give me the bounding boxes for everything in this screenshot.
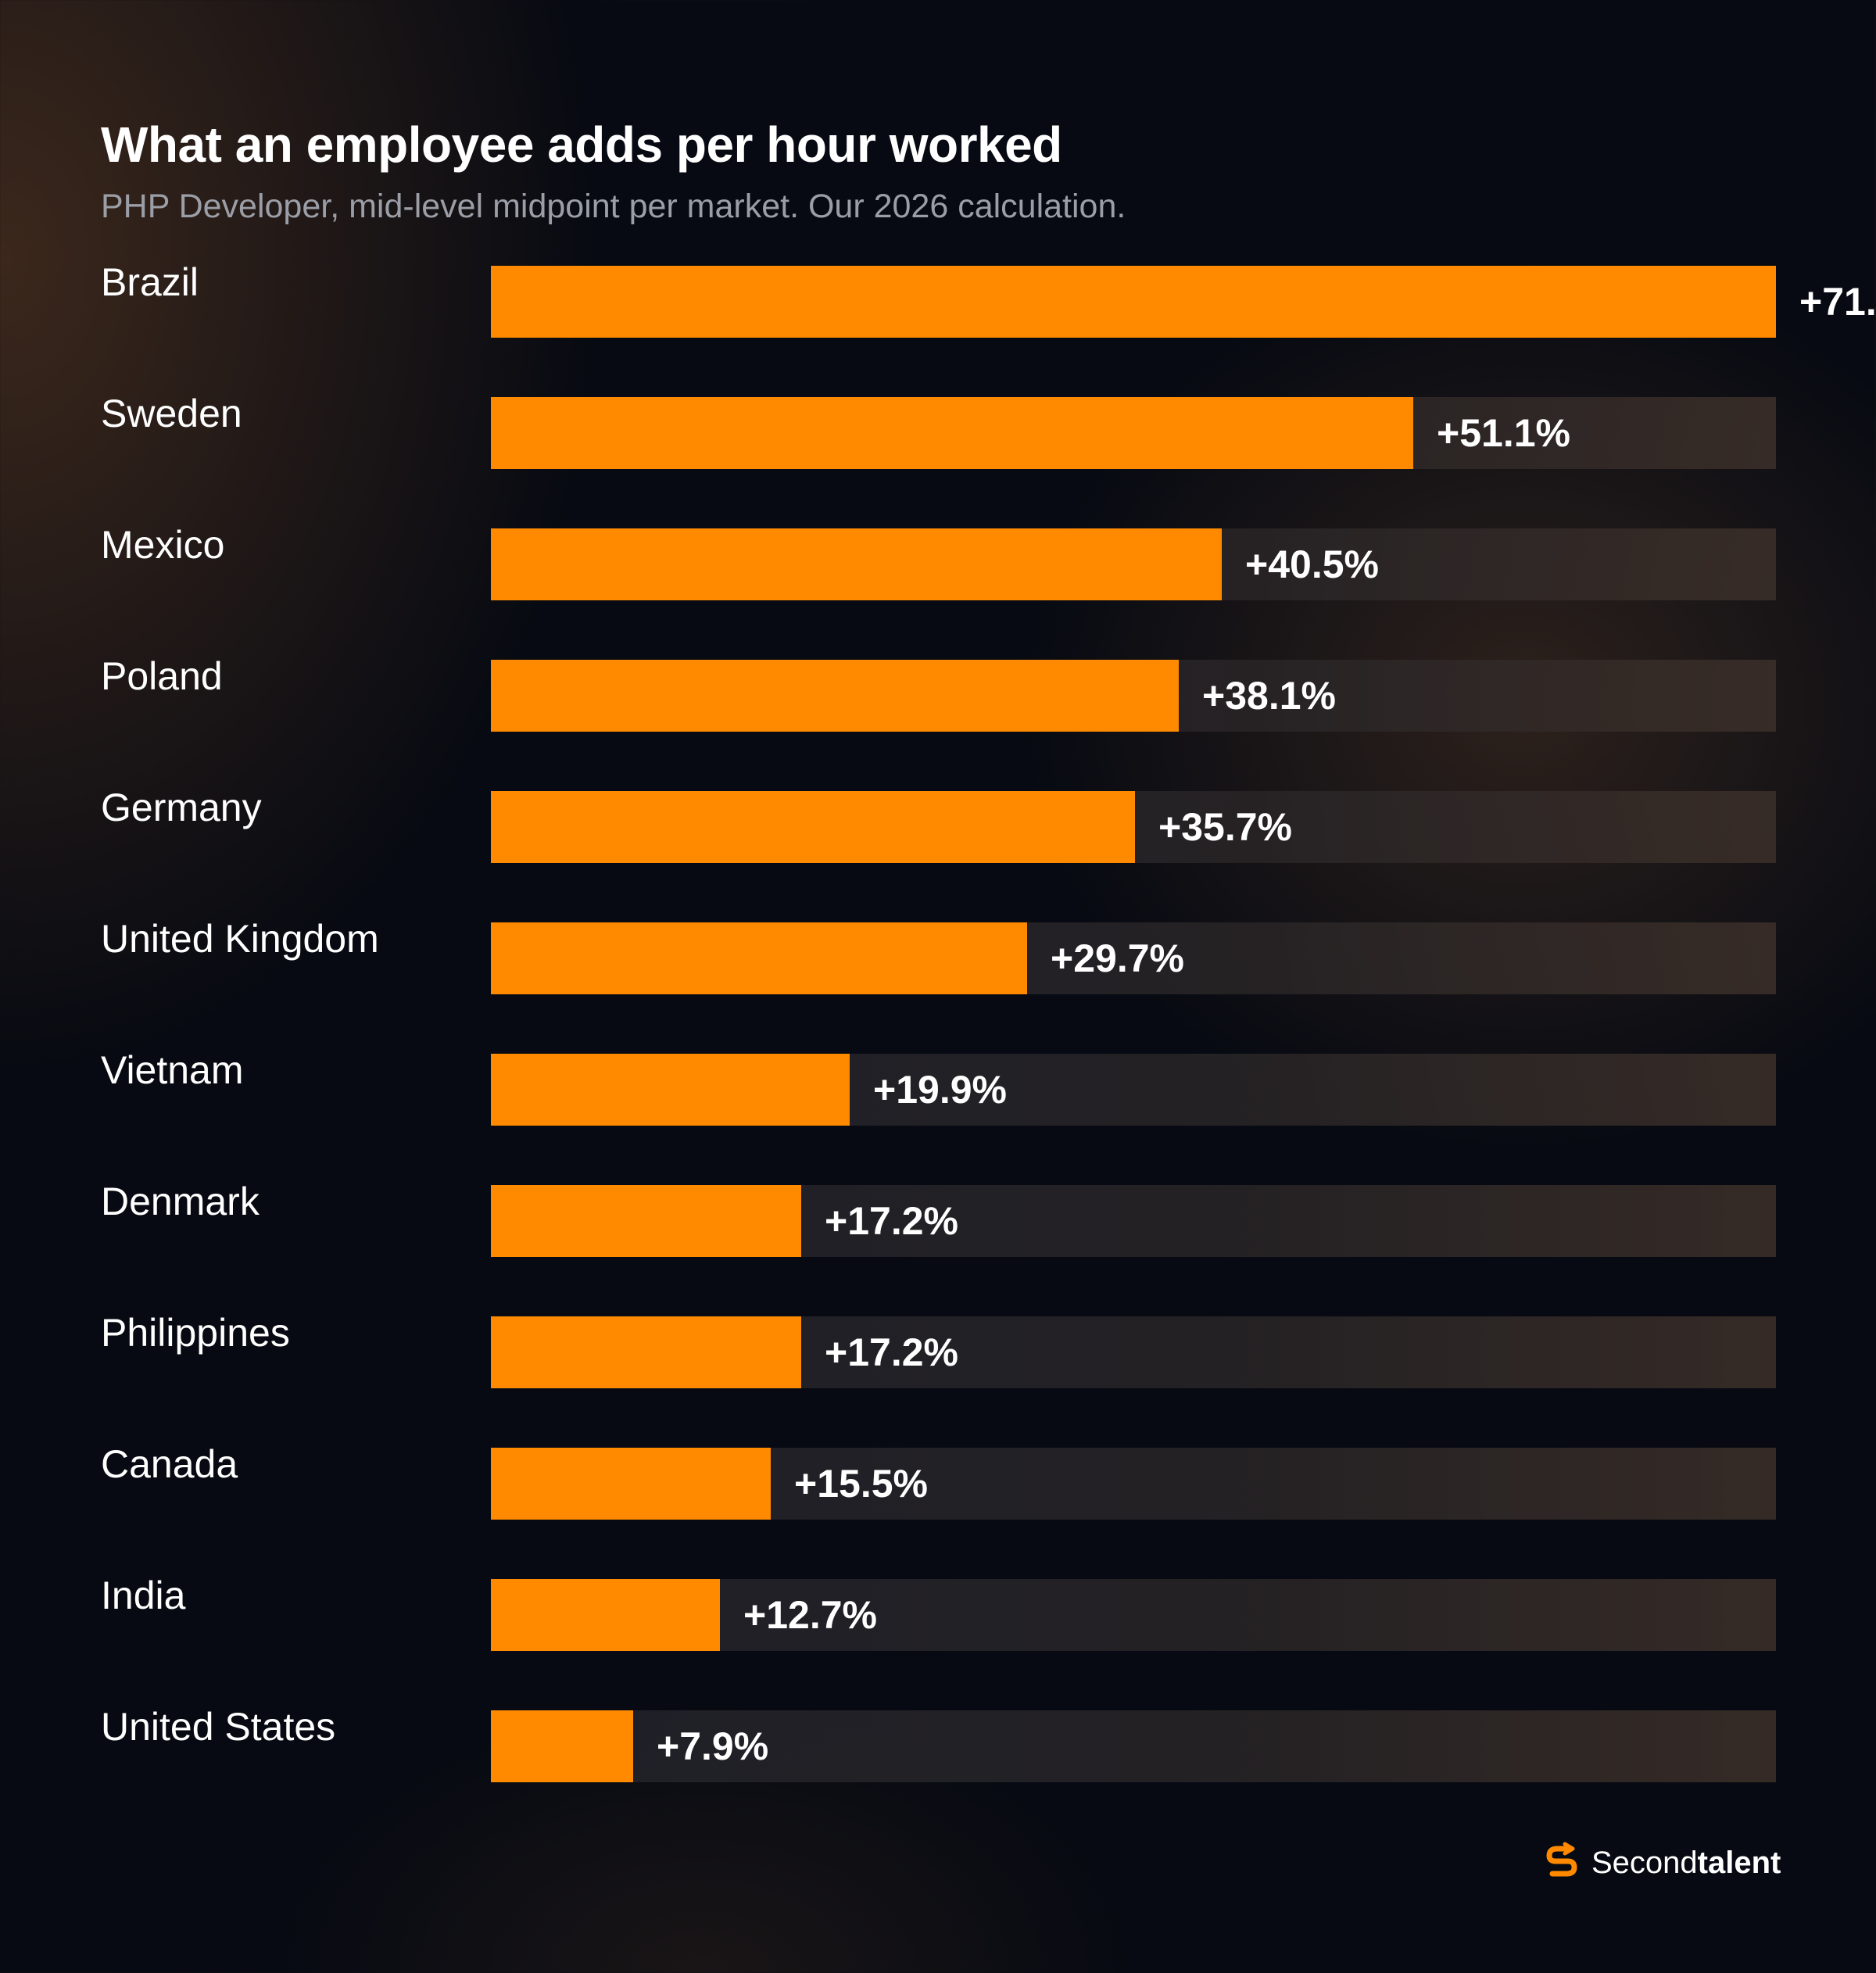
chart-title: What an employee adds per hour worked: [101, 116, 1062, 173]
value-label: +29.7%: [1051, 936, 1184, 980]
bar: [491, 528, 1222, 600]
chart-subtitle: PHP Developer, mid-level midpoint per ma…: [101, 188, 1126, 225]
bar: [491, 1448, 771, 1520]
bar-track: +38.1%: [491, 660, 1776, 732]
category-label: United States: [101, 1705, 336, 1749]
value-label: +51.1%: [1437, 411, 1570, 455]
bar-track: +19.9%: [491, 1054, 1776, 1126]
bar-track: +29.7%: [491, 922, 1776, 994]
value-label: +7.9%: [657, 1724, 769, 1768]
bar-track: +17.2%: [491, 1316, 1776, 1388]
brand-logo: Secondtalent: [1541, 1842, 1781, 1884]
category-label: Canada: [101, 1442, 238, 1486]
bar-row: United Kingdom +29.7%: [0, 917, 1876, 994]
value-label: +71.2%: [1799, 280, 1876, 324]
secondtalent-s-logo-icon: [1541, 1841, 1582, 1885]
category-label: Poland: [101, 654, 223, 698]
bar-row: Poland +38.1%: [0, 654, 1876, 732]
category-label: Denmark: [101, 1180, 260, 1223]
bar-track: +7.9%: [491, 1710, 1776, 1782]
brand-name: Secondtalent: [1591, 1846, 1781, 1881]
bar-row: Vietnam +19.9%: [0, 1048, 1876, 1126]
bar-row: Mexico +40.5%: [0, 523, 1876, 600]
bar-track: +40.5%: [491, 528, 1776, 600]
bar-track: +71.2%: [491, 266, 1876, 338]
bar: [491, 1054, 850, 1126]
bar-track: +15.5%: [491, 1448, 1776, 1520]
bar-row: Canada +15.5%: [0, 1442, 1876, 1520]
bar-track: +51.1%: [491, 397, 1776, 469]
category-label: Brazil: [101, 260, 199, 304]
bar: [491, 791, 1135, 863]
bar: [491, 1579, 720, 1651]
bar: [491, 1316, 801, 1388]
value-label: +35.7%: [1158, 805, 1292, 849]
bar: [491, 1710, 633, 1782]
bar: [491, 266, 1776, 338]
value-label: +17.2%: [825, 1199, 958, 1243]
value-label: +12.7%: [743, 1593, 877, 1637]
value-label: +38.1%: [1202, 674, 1336, 718]
bar-track: +12.7%: [491, 1579, 1776, 1651]
value-label: +15.5%: [794, 1462, 928, 1506]
bar: [491, 660, 1179, 732]
category-label: Mexico: [101, 523, 225, 567]
value-label: +17.2%: [825, 1330, 958, 1374]
category-label: Philippines: [101, 1311, 290, 1355]
bar-row: Philippines +17.2%: [0, 1311, 1876, 1388]
bar: [491, 922, 1027, 994]
bar-track: +35.7%: [491, 791, 1776, 863]
bar-track: +17.2%: [491, 1185, 1776, 1257]
category-label: United Kingdom: [101, 917, 379, 961]
bar-row: India +12.7%: [0, 1574, 1876, 1651]
bar-row: Brazil +71.2%: [0, 260, 1876, 338]
bar-row: Germany +35.7%: [0, 786, 1876, 863]
bar-row: United States +7.9%: [0, 1705, 1876, 1782]
brand-name-regular: Second: [1591, 1845, 1698, 1880]
bar: [491, 1185, 801, 1257]
brand-name-bold: talent: [1697, 1845, 1781, 1880]
bar: [491, 397, 1413, 469]
category-label: India: [101, 1574, 186, 1617]
category-label: Germany: [101, 786, 262, 829]
bar-row: Denmark +17.2%: [0, 1180, 1876, 1257]
value-label: +19.9%: [873, 1068, 1007, 1112]
bar-row: Sweden +51.1%: [0, 392, 1876, 469]
category-label: Sweden: [101, 392, 242, 435]
category-label: Vietnam: [101, 1048, 244, 1092]
value-label: +40.5%: [1245, 542, 1379, 586]
